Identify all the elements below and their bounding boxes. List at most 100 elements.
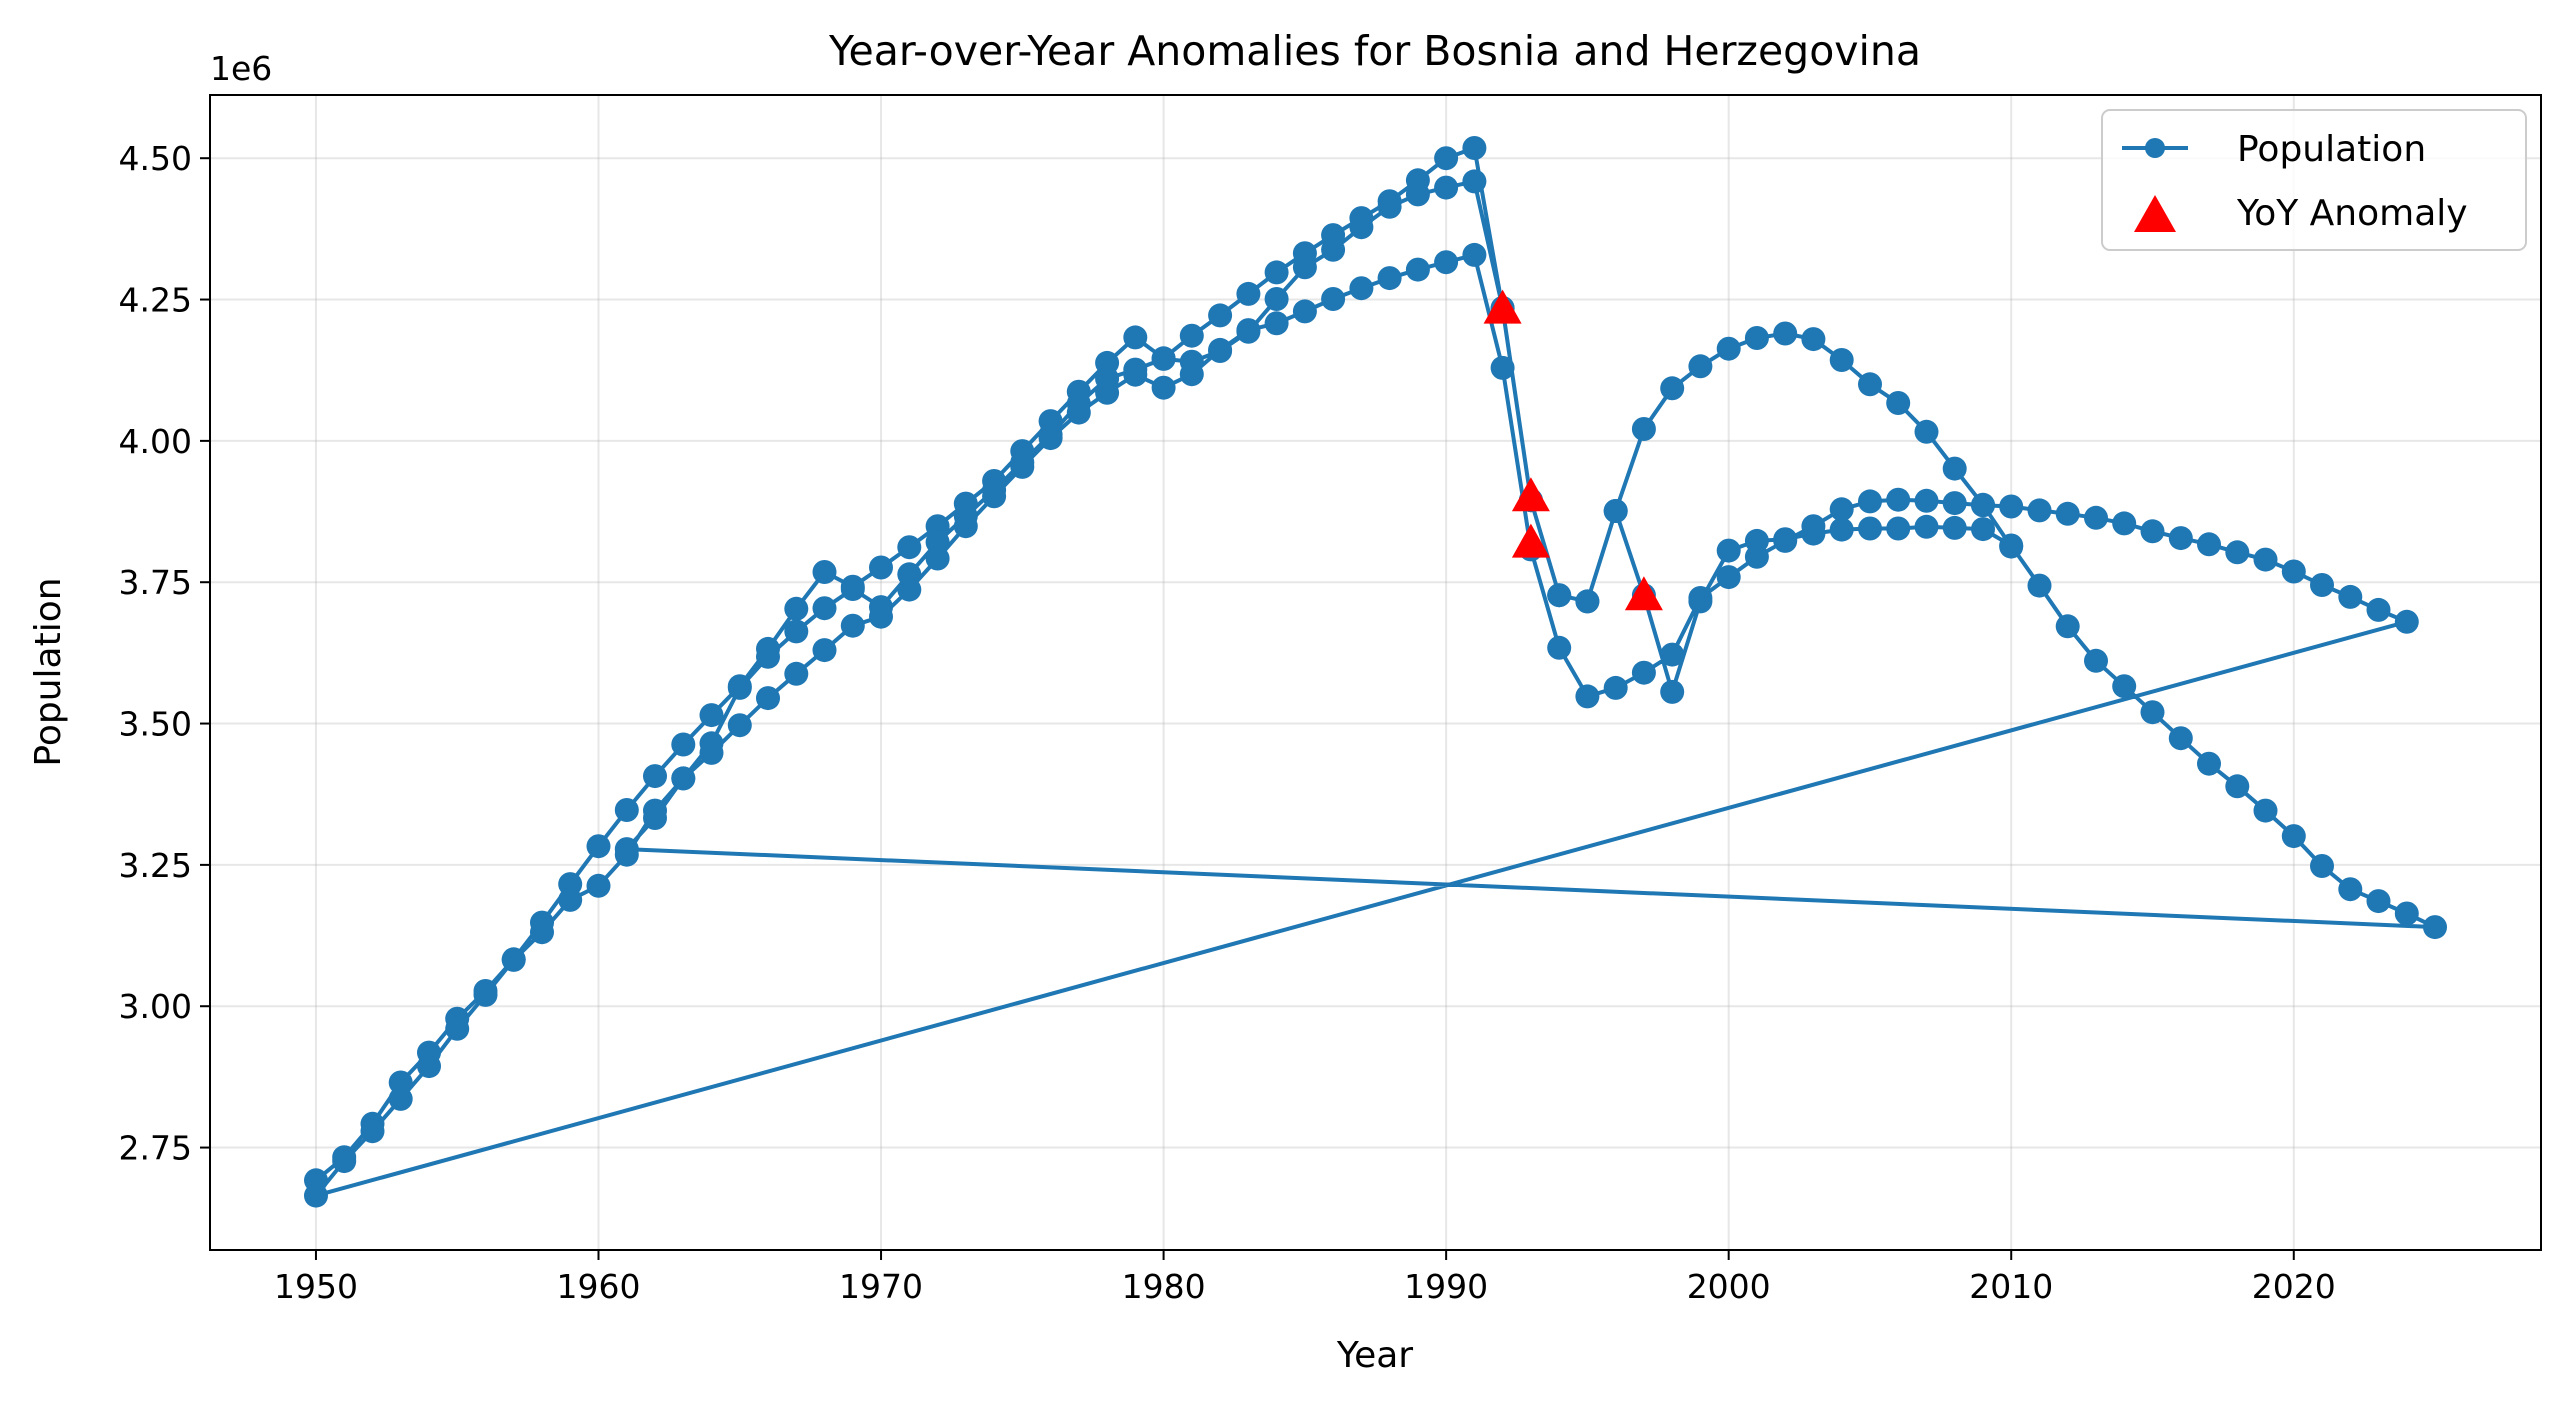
population-point xyxy=(1660,679,1685,704)
population-point xyxy=(1942,491,1967,516)
population-point xyxy=(1858,372,1882,397)
population-point xyxy=(2084,505,2108,530)
population-point xyxy=(1095,366,1120,391)
population-point xyxy=(1744,544,1769,569)
population-point xyxy=(1886,391,1911,415)
y-tick-label: 3.50 xyxy=(119,705,192,744)
population-point xyxy=(1405,182,1430,207)
population-point xyxy=(1292,255,1317,280)
population-point xyxy=(1688,354,1713,379)
y-tick-label: 4.00 xyxy=(119,422,192,461)
population-point xyxy=(784,619,809,644)
population-point xyxy=(558,887,583,912)
population-point xyxy=(2168,726,2193,751)
population-point xyxy=(925,546,950,571)
grid-lines xyxy=(210,95,2541,1250)
anomaly-marker xyxy=(1511,523,1550,558)
y-axis-label: Population xyxy=(28,577,69,766)
population-point xyxy=(1773,528,1798,553)
population-point xyxy=(1914,419,1939,444)
y-tick-label: 3.00 xyxy=(119,987,192,1026)
population-point xyxy=(2112,511,2137,536)
x-tick-label: 2000 xyxy=(1687,1267,1771,1306)
population-point xyxy=(812,638,837,663)
population-point xyxy=(473,982,498,1007)
population-point xyxy=(2168,526,2193,551)
population-point xyxy=(643,764,667,789)
population-point xyxy=(1321,287,1346,311)
population-point xyxy=(1208,303,1233,328)
population-point xyxy=(1575,684,1600,709)
population-point xyxy=(2197,532,2221,557)
population-point xyxy=(1971,492,1995,517)
population-point xyxy=(1405,257,1430,282)
population-point xyxy=(1151,346,1176,371)
population-point xyxy=(1123,357,1148,382)
population-point xyxy=(671,732,696,757)
population-point xyxy=(1603,499,1628,523)
population-point xyxy=(1914,514,1939,539)
y-tick-label: 3.75 xyxy=(119,563,192,602)
population-point xyxy=(1321,237,1346,262)
population-point xyxy=(1066,391,1091,416)
y-tick-label: 4.50 xyxy=(119,139,192,178)
population-point xyxy=(2225,540,2250,565)
population-point xyxy=(586,873,611,898)
population-point xyxy=(2253,547,2278,572)
population-point xyxy=(1010,450,1035,475)
anomaly-marker xyxy=(1624,576,1663,611)
population-point xyxy=(1462,169,1487,194)
population-point xyxy=(2027,498,2052,523)
population-point xyxy=(1547,583,1572,608)
population-point xyxy=(1688,586,1713,610)
plot-area-background xyxy=(210,95,2541,1250)
population-point xyxy=(1462,136,1487,160)
population-point xyxy=(1942,515,1967,540)
population-point xyxy=(2055,501,2080,526)
population-point xyxy=(1434,146,1459,171)
x-tick-label: 1960 xyxy=(557,1267,641,1306)
x-axis-label: Year xyxy=(1336,1335,1413,1376)
population-point xyxy=(1490,355,1515,380)
population-point xyxy=(953,504,978,529)
legend-frame xyxy=(2101,109,2527,251)
population-point xyxy=(2112,674,2137,699)
population-point xyxy=(2366,889,2391,914)
population-point xyxy=(643,798,667,823)
population-point xyxy=(1829,497,1854,522)
population-point xyxy=(2310,854,2334,878)
plot-frame xyxy=(209,94,2542,1251)
population-point xyxy=(1914,488,1939,513)
x-axis: 1950 1960 1970 1980 1990 2000 2010 2020 xyxy=(274,1250,2336,1306)
population-point xyxy=(671,766,696,791)
population-point xyxy=(360,1119,385,1144)
population-point xyxy=(1773,321,1798,346)
population-point xyxy=(784,596,809,621)
population-point xyxy=(1971,517,1995,542)
population-point xyxy=(2253,798,2278,823)
population-point xyxy=(756,644,780,669)
population-point xyxy=(1829,517,1854,542)
population-point xyxy=(1264,311,1289,336)
population-point xyxy=(501,947,526,972)
y-axis: 2.75 3.00 3.25 3.50 3.75 4.00 4.25 4.50 xyxy=(119,139,210,1168)
population-point xyxy=(2225,774,2250,799)
population-point xyxy=(2027,573,2052,598)
population-point xyxy=(1434,250,1459,275)
y-axis-offset-text: 1e6 xyxy=(210,49,272,88)
population-point xyxy=(417,1054,441,1079)
population-point xyxy=(2394,901,2419,926)
population-point xyxy=(1208,339,1233,363)
population-point xyxy=(699,703,724,728)
population-point xyxy=(1377,194,1402,219)
population-point xyxy=(614,798,639,822)
population-point xyxy=(1886,487,1911,512)
population-point xyxy=(897,535,922,560)
population-point xyxy=(586,834,611,859)
x-tick-label: 2010 xyxy=(1969,1267,2053,1306)
population-point xyxy=(1660,642,1685,667)
x-tick-label: 1950 xyxy=(274,1267,358,1306)
population-point xyxy=(699,731,724,756)
population-point xyxy=(1038,422,1063,447)
population-point xyxy=(1377,266,1402,291)
